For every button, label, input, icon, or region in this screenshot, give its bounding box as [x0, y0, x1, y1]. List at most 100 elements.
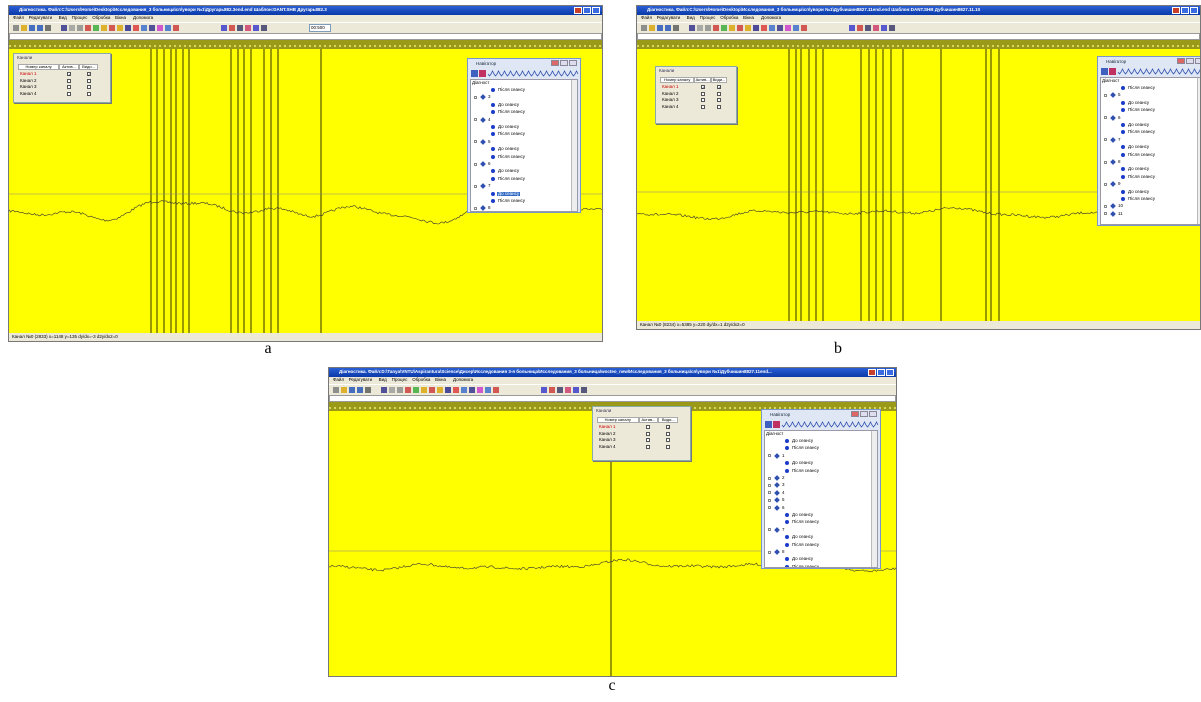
toolbar-button[interactable] [737, 25, 743, 31]
toolbar-button[interactable] [581, 387, 587, 393]
toolbar-button[interactable] [761, 25, 767, 31]
window-button[interactable] [1190, 7, 1198, 14]
toolbar-button[interactable] [485, 387, 491, 393]
menu-item[interactable]: Вікна [435, 378, 446, 383]
expand-box[interactable] [1104, 94, 1107, 97]
toolbar-button[interactable] [477, 387, 483, 393]
toolbar-button[interactable] [873, 25, 879, 31]
toolbar-button[interactable] [13, 25, 19, 31]
toolbar-button[interactable] [565, 387, 571, 393]
checkbox[interactable] [717, 98, 721, 102]
toolbar-button[interactable] [101, 25, 107, 31]
tree-item[interactable]: Після сеансу [1127, 86, 1156, 91]
window-button[interactable] [851, 411, 859, 417]
toolbar-button[interactable] [549, 387, 555, 393]
expand-box[interactable] [768, 528, 771, 531]
vertical-scrollbar[interactable] [871, 431, 877, 567]
checkbox[interactable] [646, 438, 650, 442]
expand-box[interactable] [768, 499, 771, 502]
expand-box[interactable] [768, 491, 771, 494]
window-button[interactable] [860, 411, 868, 417]
toolbar-button[interactable] [85, 25, 91, 31]
toolbar-button[interactable] [245, 25, 251, 31]
tree-item[interactable]: 8 [781, 550, 786, 555]
checkbox[interactable] [717, 105, 721, 109]
tree-item[interactable]: До сеансу [1127, 167, 1150, 172]
checkbox[interactable] [646, 432, 650, 436]
toolbar-button[interactable] [341, 387, 347, 393]
tree-item[interactable]: 7 [1117, 138, 1122, 143]
tree-item[interactable]: До сеансу [791, 513, 814, 518]
tree-item[interactable]: 2 [781, 476, 786, 481]
toolbar-button[interactable] [381, 387, 387, 393]
toolbar-button[interactable] [705, 25, 711, 31]
tree-item[interactable]: До сеансу [791, 461, 814, 466]
column-header[interactable]: Номер каналу [18, 64, 59, 70]
tree-item[interactable]: 5 [1117, 93, 1122, 98]
tree-root[interactable]: Діагност [472, 81, 490, 86]
checkbox[interactable] [646, 425, 650, 429]
menu-item[interactable]: Вікна [115, 16, 126, 21]
window-button[interactable] [583, 7, 591, 14]
expand-box[interactable] [474, 96, 477, 99]
window-button[interactable] [1172, 7, 1180, 14]
toolbar-button[interactable] [221, 25, 227, 31]
checkbox[interactable] [67, 85, 71, 89]
checkbox[interactable] [646, 445, 650, 449]
window-button[interactable] [869, 411, 877, 417]
menu-item[interactable]: Файл [13, 16, 24, 21]
checkbox[interactable] [701, 105, 705, 109]
toolbar-button[interactable] [125, 25, 131, 31]
toolbar-button[interactable] [349, 387, 355, 393]
toolbar-button[interactable] [157, 25, 163, 31]
menu-item[interactable]: Файл [333, 378, 344, 383]
toolbar-button[interactable] [769, 25, 775, 31]
toolbar-button[interactable] [237, 25, 243, 31]
tree-item[interactable]: Після сеансу [791, 543, 820, 548]
window-button[interactable] [886, 369, 894, 376]
menu-item[interactable]: Допомога [453, 378, 473, 383]
column-header[interactable]: Види... [711, 77, 727, 83]
toolbar-button[interactable] [673, 25, 679, 31]
tree-item[interactable]: До сеансу [497, 192, 520, 197]
expand-box[interactable] [474, 185, 477, 188]
menu-item[interactable]: Обробка [412, 378, 430, 383]
tree-item[interactable]: 4 [781, 491, 786, 496]
expand-box[interactable] [768, 506, 771, 509]
column-header[interactable]: Актив... [59, 64, 79, 70]
expand-box[interactable] [474, 118, 477, 121]
tree-item[interactable]: 5 [781, 498, 786, 503]
checkbox[interactable] [87, 85, 91, 89]
toolbar-button[interactable] [333, 387, 339, 393]
toolbar-button[interactable] [557, 387, 563, 393]
column-header[interactable]: Види... [658, 417, 678, 423]
toolbar-button[interactable] [149, 25, 155, 31]
window-button[interactable] [1177, 58, 1185, 64]
checkbox[interactable] [87, 79, 91, 83]
toolbar-button[interactable] [461, 387, 467, 393]
checkbox[interactable]: ✓ [666, 425, 670, 429]
toolbar-button[interactable] [165, 25, 171, 31]
expand-box[interactable] [768, 484, 771, 487]
tree-item[interactable]: До сеансу [497, 169, 520, 174]
window-button[interactable] [551, 60, 559, 66]
tree-item[interactable]: Після сеансу [1127, 153, 1156, 158]
toolbar-button[interactable] [657, 25, 663, 31]
menu-item[interactable]: Обробка [92, 16, 110, 21]
vertical-scrollbar[interactable] [571, 80, 577, 211]
window-button[interactable] [574, 7, 582, 14]
tree-item[interactable]: Після сеансу [1127, 197, 1156, 202]
expand-box[interactable] [1104, 116, 1107, 119]
checkbox[interactable] [666, 445, 670, 449]
window-button[interactable] [560, 60, 568, 66]
expand-box[interactable] [768, 551, 771, 554]
toolbar-button[interactable] [641, 25, 647, 31]
menu-item[interactable]: Редагувати [29, 16, 53, 21]
window-button[interactable] [877, 369, 885, 376]
tree-root[interactable]: Діагност [1102, 79, 1120, 84]
checkbox[interactable] [67, 92, 71, 96]
tree-item[interactable]: 6 [781, 506, 786, 511]
toolbar-button[interactable] [133, 25, 139, 31]
menu-item[interactable]: Процес [700, 16, 716, 21]
tree-item[interactable]: 3 [487, 95, 492, 100]
